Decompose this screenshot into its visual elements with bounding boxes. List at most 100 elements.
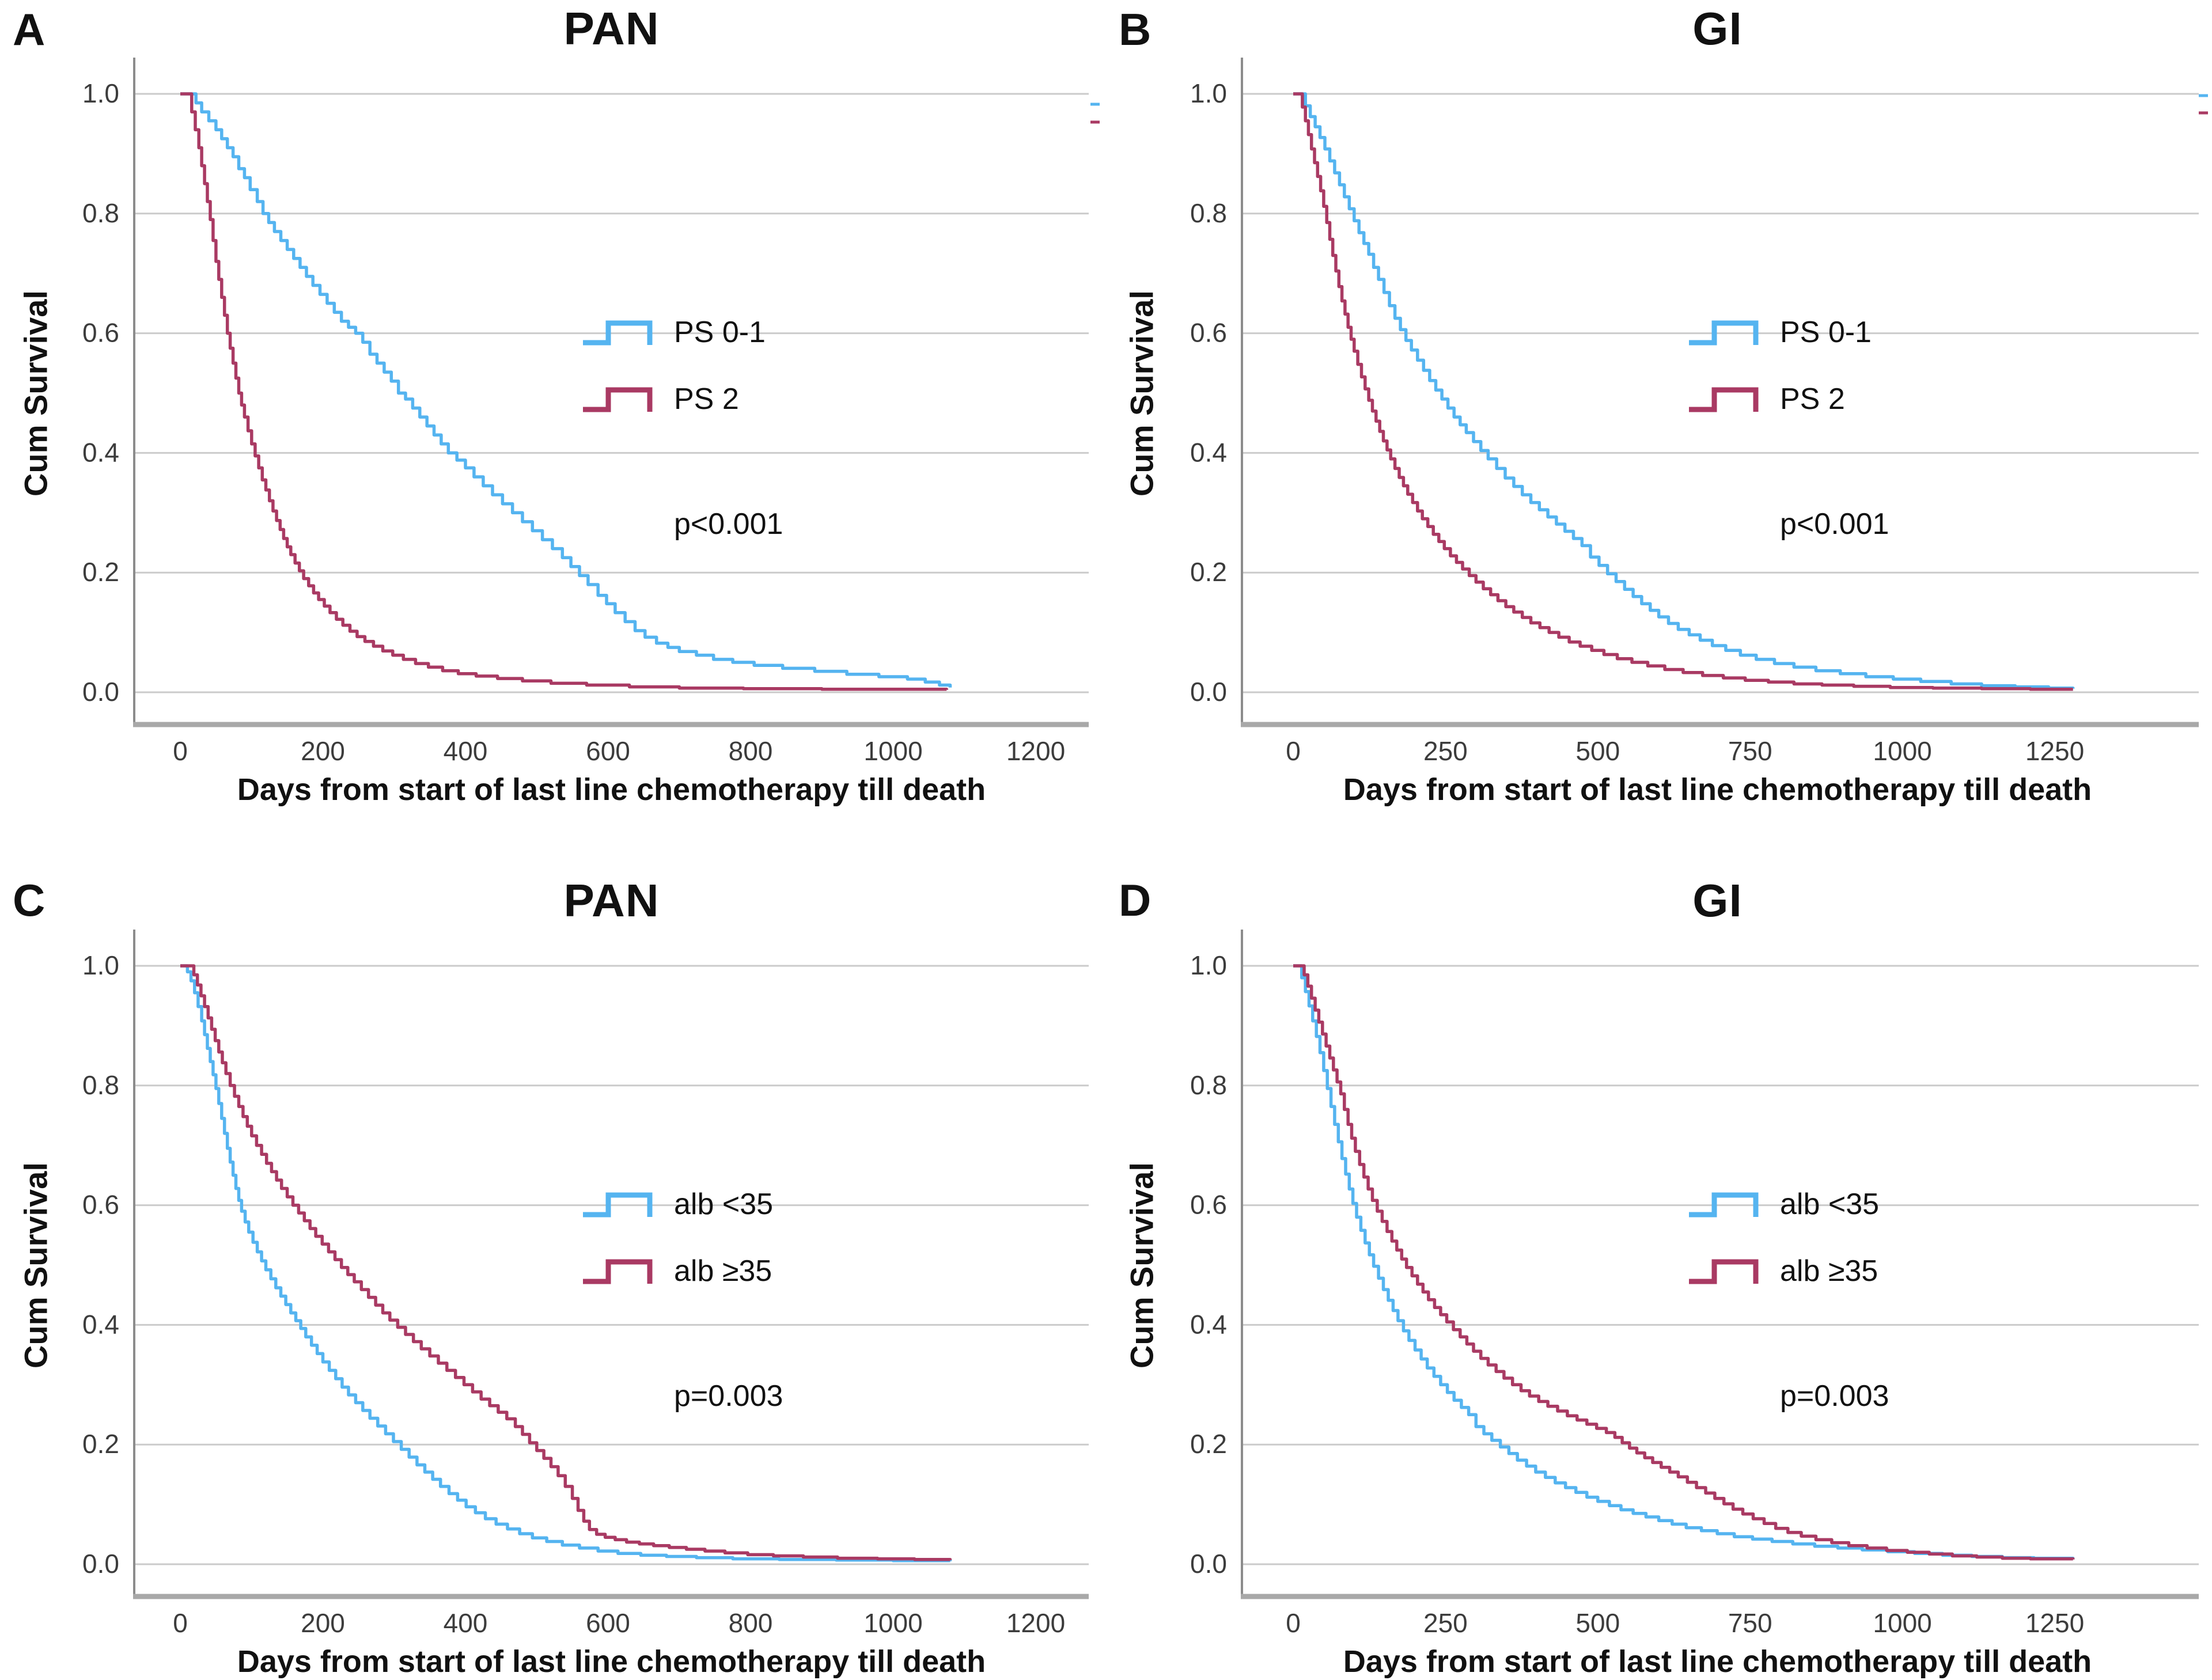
y-tick-label: 0.8	[82, 198, 119, 228]
x-tick-label: 400	[444, 1608, 488, 1638]
legend-label: PS 2	[1780, 382, 1845, 416]
y-tick-label: 0.0	[82, 1549, 119, 1579]
legend: alb <35 alb ≥35	[1687, 1183, 1879, 1317]
km-plot-b: 0.0 0.2 0.4 0.6 0.8 1.0 0 250 500 750 1000 1250	[1190, 58, 2208, 766]
legend-label: PS 2	[674, 382, 739, 416]
legend: alb <35 alb ≥35	[581, 1183, 773, 1317]
x-axis-title: Days from start of last line chemotherap…	[1343, 1644, 2092, 1679]
panel-letter: A	[13, 4, 46, 55]
km-curve-alb-≥35	[1293, 964, 2075, 1561]
x-tick-label: 1250	[2025, 1608, 2084, 1638]
x-tick-label: 1000	[863, 1608, 922, 1638]
x-tick-label: 750	[1728, 736, 1772, 766]
y-tick-label: 0.8	[1190, 198, 1227, 228]
km-curve-alb-≥35	[180, 964, 952, 1561]
x-tick-label: 200	[301, 1608, 345, 1638]
step-line-key-icon	[1689, 387, 1759, 412]
x-axis-title: Days from start of last line chemotherap…	[237, 772, 986, 807]
x-tick-label: 400	[444, 736, 488, 766]
km-plot-d: 0.0 0.2 0.4 0.6 0.8 1.0 0 250 500 750 1000 1250	[1190, 930, 2199, 1638]
y-tick-label: 0.2	[82, 1429, 119, 1459]
p-value: p<0.001	[1780, 507, 1889, 541]
legend-item: alb ≥35	[1687, 1250, 1879, 1292]
panel-d: 0.0 0.2 0.4 0.6 0.8 1.0 0 250 500 750 1000 1250 D G…	[1106, 840, 2212, 1680]
y-tick-label: 0.0	[1190, 1549, 1227, 1579]
km-plot-c: 0.0 0.2 0.4 0.6 0.8 1.0 0 200 400 600 800 1000 1200	[82, 930, 1089, 1638]
y-tick-label: 0.6	[1190, 1190, 1227, 1220]
x-tick-label: 500	[1575, 736, 1620, 766]
y-tick-label: 0.6	[82, 1190, 119, 1220]
x-tick-label: 1200	[1006, 1608, 1065, 1638]
km-curve-alb-<35	[180, 964, 952, 1563]
y-axis-title: Cum Survival	[1123, 290, 1160, 496]
km-plot-a: 0.0 0.2 0.4 0.6 0.8 1.0 0 200 400 600 800 1000 1200	[82, 58, 1100, 766]
x-tick-label: 800	[729, 736, 773, 766]
legend-label: PS 0-1	[1780, 316, 1872, 349]
x-tick-label: 200	[301, 736, 345, 766]
y-tick-label: 0.4	[1190, 437, 1227, 467]
x-tick-label: 0	[173, 1608, 188, 1638]
x-axis-title: Days from start of last line chemotherap…	[237, 1644, 986, 1679]
p-value: p<0.001	[674, 507, 783, 541]
legend-label: alb <35	[1780, 1188, 1880, 1221]
p-value: p=0.003	[1780, 1379, 1889, 1413]
y-tick-label: 0.0	[82, 677, 119, 707]
step-line-key-icon	[583, 1259, 653, 1284]
km-curve-ps-2	[1293, 92, 2073, 691]
x-tick-label: 600	[586, 736, 630, 766]
y-tick-label: 0.4	[82, 1309, 119, 1339]
y-axis-title: Cum Survival	[17, 1162, 54, 1368]
step-line-key-icon	[583, 1192, 653, 1218]
x-tick-label: 600	[586, 1608, 630, 1638]
step-line-key-icon	[1689, 1192, 1759, 1218]
legend: PS 0-1 PS 2	[1687, 311, 1872, 445]
x-tick-label: 250	[1423, 1608, 1468, 1638]
km-curve-ps-0-1	[180, 92, 952, 688]
x-tick-label: 1000	[1873, 736, 1931, 766]
y-axis-title: Cum Survival	[1123, 1162, 1160, 1368]
y-tick-label: 1.0	[1190, 950, 1227, 980]
legend-item: alb ≥35	[581, 1250, 773, 1292]
km-curve-ps-0-1	[1293, 92, 2075, 690]
x-tick-label: 800	[729, 1608, 773, 1638]
legend: PS 0-1 PS 2	[581, 311, 766, 445]
y-tick-label: 0.4	[82, 437, 119, 467]
y-tick-label: 1.0	[82, 950, 119, 980]
x-axis-title: Days from start of last line chemotherap…	[1343, 772, 2092, 807]
x-tick-label: 0	[1286, 736, 1301, 766]
x-tick-label: 1000	[1873, 1608, 1931, 1638]
x-tick-label: 0	[1286, 1608, 1301, 1638]
x-tick-label: 250	[1423, 736, 1468, 766]
legend-item: PS 0-1	[581, 311, 766, 354]
panel-letter: C	[13, 875, 46, 926]
panel-letter: B	[1119, 4, 1152, 55]
km-curve-alb-<35	[1293, 964, 2075, 1560]
y-tick-label: 0.8	[82, 1070, 119, 1100]
x-tick-label: 1250	[2025, 736, 2084, 766]
legend-label: PS 0-1	[674, 316, 766, 349]
y-tick-label: 1.0	[1190, 78, 1227, 108]
x-tick-label: 0	[173, 736, 188, 766]
y-tick-label: 1.0	[82, 78, 119, 108]
y-tick-label: 0.8	[1190, 1070, 1227, 1100]
step-line-key-icon	[1689, 1259, 1759, 1284]
legend-item: alb <35	[581, 1183, 773, 1226]
x-tick-label: 750	[1728, 1608, 1772, 1638]
y-tick-label: 0.6	[1190, 318, 1227, 348]
step-line-key-icon	[583, 320, 653, 346]
legend-label: alb <35	[674, 1188, 774, 1221]
x-tick-label: 1000	[863, 736, 922, 766]
panel-c: 0.0 0.2 0.4 0.6 0.8 1.0 0 200 400 600 800 1000 1200 …	[0, 840, 1106, 1680]
y-tick-label: 0.2	[82, 557, 119, 587]
y-tick-label: 0.4	[1190, 1309, 1227, 1339]
y-tick-label: 0.2	[1190, 557, 1227, 587]
panel-title: GI	[1692, 875, 1743, 926]
p-value: p=0.003	[674, 1379, 783, 1413]
legend-item: alb <35	[1687, 1183, 1879, 1226]
legend-item: PS 2	[1687, 378, 1872, 420]
x-tick-label: 1200	[1006, 736, 1065, 766]
panel-b: 0.0 0.2 0.4 0.6 0.8 1.0 0 250 500 750 1000 1250 B G…	[1106, 0, 2212, 840]
panel-letter: D	[1119, 875, 1152, 926]
legend-label: alb ≥35	[674, 1254, 772, 1288]
km-curve-ps-2	[180, 92, 949, 691]
